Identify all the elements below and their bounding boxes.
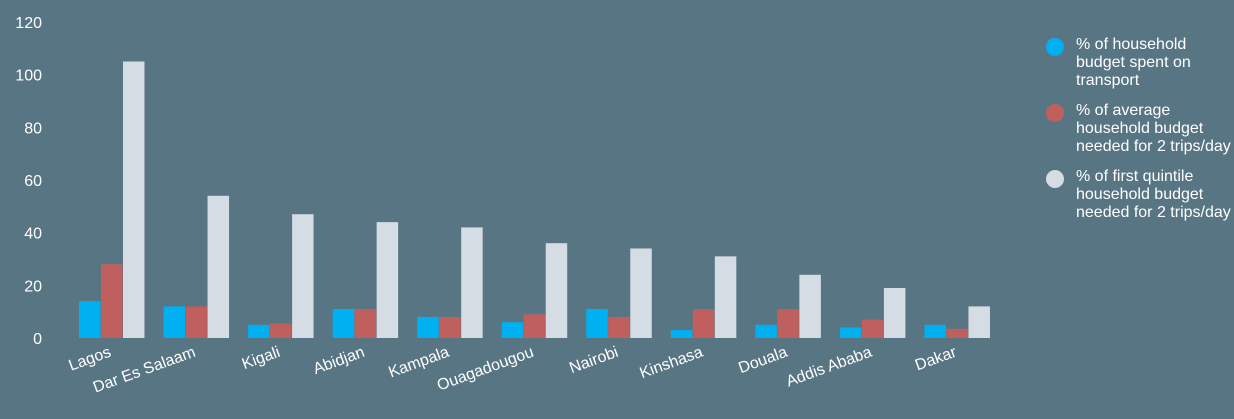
bar-kinshasa-series-1	[670, 330, 693, 338]
bar-douala-series-3	[799, 274, 821, 338]
x-tick-label: Nairobi	[567, 344, 620, 377]
bar-lagos-series-3	[123, 61, 145, 338]
x-tick-label: Kinshasa	[638, 344, 706, 383]
bar-kigali-series-2	[270, 323, 292, 338]
legend-label-series-1: % of household budget spent on transport	[1076, 36, 1191, 89]
x-tick-label: Dakar	[913, 344, 960, 375]
legend-item-series-3: % of first quintile household budget nee…	[1046, 168, 1234, 222]
x-tick-label: Abidjan	[311, 344, 367, 378]
bar-kinshasa-series-2	[692, 309, 715, 338]
x-tick-label: Lagos	[67, 344, 114, 375]
bar-nairobi-series-1	[586, 309, 608, 338]
y-axis: 0 20 40 60 80 100 120	[15, 15, 42, 348]
bar-kampala-series-2	[439, 316, 461, 338]
bar-abidjan-series-2	[354, 309, 377, 338]
y-tick-label: 120	[15, 15, 42, 32]
y-tick-label: 60	[24, 173, 42, 190]
bar-kampala-series-1	[417, 316, 439, 338]
y-tick-label: 0	[33, 331, 42, 348]
bar-abidjan-series-3	[376, 222, 399, 338]
y-tick-label: 80	[24, 120, 42, 137]
legend-item-series-1: % of household budget spent on transport	[1046, 36, 1234, 90]
legend-label-series-3: % of first quintile household budget nee…	[1076, 168, 1231, 221]
x-tick-label: Douala	[736, 344, 790, 377]
bar-dakar-series-3	[968, 306, 990, 338]
bar-kinshasa-series-3	[714, 256, 737, 338]
bar-dakar-series-2	[946, 328, 968, 338]
x-tick-label: Addis Ababa	[784, 344, 874, 391]
bar-dar-es-salaam-series-2	[185, 306, 208, 338]
legend: % of household budget spent on transport…	[1046, 36, 1234, 234]
bar-dakar-series-1	[924, 324, 946, 338]
bar-ouagadougou-series-2	[523, 314, 546, 338]
y-tick-label: 100	[15, 68, 42, 85]
bar-addis-ababa-series-1	[839, 327, 862, 338]
legend-item-series-2: % of average household budget needed for…	[1046, 102, 1234, 156]
legend-swatch-series-1	[1046, 38, 1064, 56]
bar-ouagadougou-series-3	[545, 243, 568, 338]
bar-douala-series-2	[777, 309, 799, 338]
bar-addis-ababa-series-3	[883, 287, 906, 338]
bar-dar-es-salaam-series-1	[163, 306, 186, 338]
bar-abidjan-series-1	[332, 309, 355, 338]
bar-kigali-series-3	[292, 214, 314, 338]
x-tick-label: Ouagadougou	[435, 344, 536, 395]
bar-nairobi-series-3	[630, 248, 652, 338]
x-tick-label: Kigali	[240, 344, 283, 373]
bar-douala-series-1	[755, 324, 777, 338]
legend-swatch-series-3	[1046, 170, 1064, 188]
bar-lagos-series-2	[101, 264, 123, 338]
bar-dar-es-salaam-series-3	[207, 195, 230, 338]
bar-nairobi-series-2	[608, 316, 630, 338]
legend-label-series-2: % of average household budget needed for…	[1076, 102, 1231, 155]
bar-kampala-series-3	[461, 227, 483, 338]
bar-lagos-series-1	[79, 301, 101, 338]
legend-swatch-series-2	[1046, 104, 1064, 122]
y-tick-label: 40	[24, 226, 42, 243]
y-tick-label: 20	[24, 278, 42, 295]
bar-kigali-series-1	[248, 324, 270, 338]
bars-group	[79, 61, 990, 338]
bar-addis-ababa-series-2	[861, 319, 884, 338]
bar-ouagadougou-series-1	[501, 322, 524, 338]
